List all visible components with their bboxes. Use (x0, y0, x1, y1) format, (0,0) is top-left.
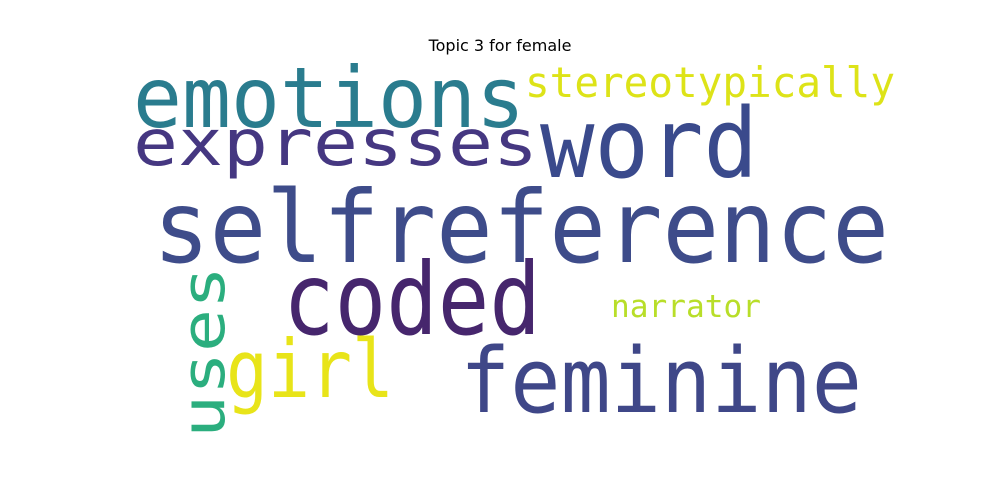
word-girl: girl (226, 323, 394, 416)
word-coded: coded (283, 241, 541, 358)
word-selfreference: selfreference (153, 169, 889, 286)
word-stereotypically: stereotypically (525, 58, 895, 107)
word-uses: uses (169, 266, 239, 438)
word-narrator: narrator (611, 289, 761, 325)
word-word: word (540, 88, 758, 200)
word-feminine: feminine (460, 329, 862, 434)
word-emotions: emotions (133, 49, 525, 147)
word-expresses: expresses (133, 107, 538, 181)
chart-title: Topic 3 for female (428, 36, 572, 55)
